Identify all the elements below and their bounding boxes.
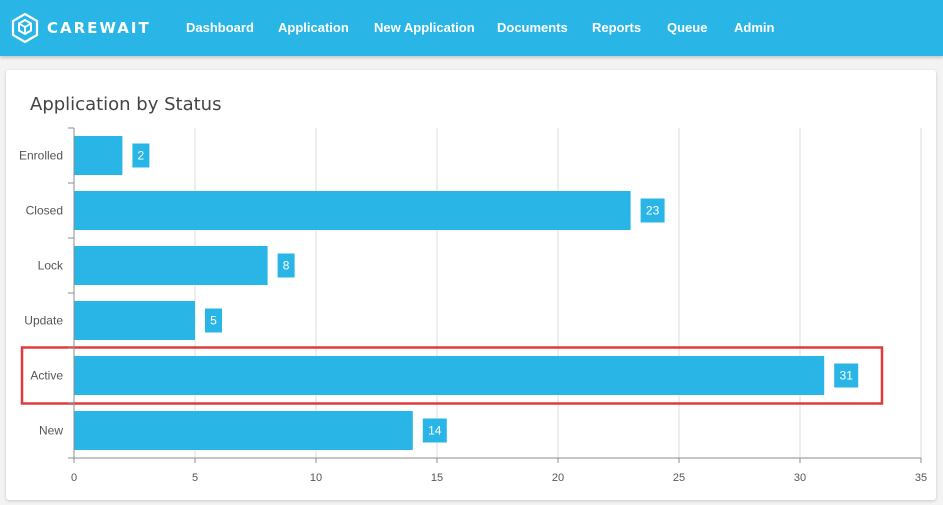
nav-queue[interactable]: Queue: [667, 20, 708, 35]
highlight-box-active: [20, 346, 884, 405]
bar-update[interactable]: [74, 301, 195, 340]
nav-dashboard[interactable]: Dashboard: [186, 20, 254, 35]
chart-grid: [194, 128, 922, 458]
chart-labels: 2 Enrolled 23 Closed 8 Lock 5 Update 31 Active 14 N…: [19, 143, 884, 443]
x-tick-label: 0: [71, 472, 77, 484]
y-tick-label-active: Active: [30, 369, 63, 383]
data-label-bg: [422, 418, 447, 443]
x-tick-label: 30: [794, 472, 806, 484]
x-tick-label: 15: [431, 472, 443, 484]
x-tick-label: 35: [915, 472, 927, 484]
y-tick-label-lock: Lock: [38, 259, 64, 273]
card-title: Application by Status: [30, 94, 222, 115]
x-tick-label: 25: [673, 472, 685, 484]
data-label-update: 5: [210, 314, 217, 328]
data-label-enrolled: 2: [138, 149, 145, 163]
data-label-bg: [640, 198, 665, 223]
data-label-closed: 23: [646, 204, 660, 218]
data-label-new: 14: [428, 424, 442, 438]
data-label-lock: 8: [283, 259, 290, 273]
chart-bars: [74, 136, 825, 450]
nav-admin[interactable]: Admin: [734, 20, 775, 35]
y-tick-label-new: New: [39, 424, 63, 438]
data-label-bg: [834, 363, 859, 388]
bar-closed[interactable]: [74, 191, 631, 230]
nav-new-application[interactable]: New Application: [374, 20, 475, 35]
nav-reports[interactable]: Reports: [592, 20, 642, 35]
nav-documents[interactable]: Documents: [497, 20, 568, 35]
bar-lock[interactable]: [74, 246, 268, 285]
x-tick-label: 10: [310, 472, 322, 484]
top-navigation-bar: CAREWAIT Dashboard Application New Appli…: [0, 0, 943, 56]
brand-name: CAREWAIT: [47, 19, 151, 37]
x-tick-label: 20: [552, 472, 564, 484]
data-label-bg: [205, 308, 222, 333]
brand-logo[interactable]: CAREWAIT: [10, 12, 151, 44]
bar-active[interactable]: [74, 356, 825, 395]
y-tick-label-update: Update: [24, 314, 63, 328]
data-label-bg: [132, 143, 150, 168]
bar-enrolled[interactable]: [74, 136, 123, 175]
hexagon-cube-icon: [11, 13, 39, 43]
chart-axis: 0 5 10 15 20 25 30 35: [68, 127, 927, 484]
data-label-active: 31: [840, 369, 854, 383]
nav-application[interactable]: Application: [278, 20, 349, 35]
data-label-bg: [277, 253, 295, 278]
bar-new[interactable]: [74, 411, 413, 450]
y-tick-label-closed: Closed: [26, 204, 63, 218]
y-tick-label-enrolled: Enrolled: [19, 149, 63, 163]
x-tick-label: 5: [192, 472, 198, 484]
